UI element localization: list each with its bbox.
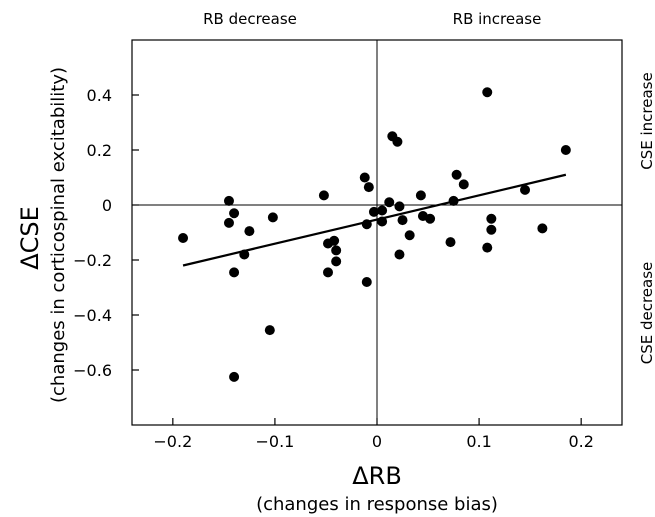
data-point <box>318 190 329 201</box>
quadrant-label-rb-decrease: RB decrease <box>203 10 297 28</box>
y-axis-subtitle: (changes in corticospinal excitability) <box>48 67 69 403</box>
x-tick-label: 0.1 <box>466 432 491 451</box>
data-point <box>359 172 370 183</box>
data-point <box>394 201 405 212</box>
data-point <box>560 145 571 155</box>
y-tick-label: −0.6 <box>73 361 112 380</box>
quadrant-label-rb-increase: RB increase <box>453 10 542 28</box>
data-point <box>482 242 493 253</box>
data-point <box>448 195 459 206</box>
x-tick-label: 0 <box>372 432 382 451</box>
y-axis-title: ΔCSE <box>16 206 44 270</box>
y-tick-label: 0.4 <box>87 86 112 105</box>
data-point <box>244 226 255 237</box>
y-tick-label: −0.2 <box>73 251 112 270</box>
data-point <box>458 179 469 190</box>
data-point <box>486 213 497 224</box>
data-point <box>361 277 372 287</box>
data-point <box>404 230 415 241</box>
x-tick-label: −0.1 <box>255 432 294 451</box>
data-points <box>178 87 571 382</box>
data-point <box>486 224 497 235</box>
quadrant-label-cse-decrease: CSE decrease <box>638 262 655 365</box>
data-point <box>415 190 426 201</box>
data-point <box>368 206 379 217</box>
data-point <box>397 215 408 226</box>
quadrant-label-cse-increase: CSE increase <box>638 72 655 169</box>
axis-ticks: −0.2 −0.1 0 0.1 0.2 −0.6 −0.4 −0.2 0 0.2 0.4 <box>73 86 594 451</box>
data-point <box>229 208 240 219</box>
data-point <box>361 219 372 230</box>
data-point <box>445 237 456 248</box>
data-point <box>323 267 333 278</box>
data-point <box>331 256 342 267</box>
data-point <box>229 371 240 382</box>
x-tick-label: 0.2 <box>568 432 593 451</box>
x-tick-label: −0.2 <box>153 432 192 451</box>
data-point <box>331 245 342 256</box>
data-point <box>267 212 278 223</box>
data-point <box>363 182 374 193</box>
data-point <box>377 216 388 227</box>
data-point <box>482 87 493 98</box>
x-axis-title: ΔRB <box>352 462 402 490</box>
y-tick-label: −0.4 <box>73 306 112 325</box>
data-point <box>239 249 250 260</box>
data-point <box>178 233 189 243</box>
data-point <box>229 267 240 278</box>
y-tick-label: 0.2 <box>87 141 112 160</box>
data-point <box>394 249 405 260</box>
data-point <box>537 223 548 234</box>
data-point <box>377 205 388 216</box>
x-axis-subtitle: (changes in response bias) <box>256 494 498 515</box>
data-point <box>520 184 531 195</box>
data-point <box>329 235 340 246</box>
data-point <box>384 197 395 208</box>
data-point <box>264 325 275 336</box>
data-point <box>451 169 462 180</box>
data-point <box>392 136 403 147</box>
data-point <box>223 195 234 206</box>
data-point <box>425 213 436 224</box>
zero-lines <box>132 40 622 425</box>
data-point <box>223 217 234 228</box>
y-tick-label: 0 <box>102 196 112 215</box>
